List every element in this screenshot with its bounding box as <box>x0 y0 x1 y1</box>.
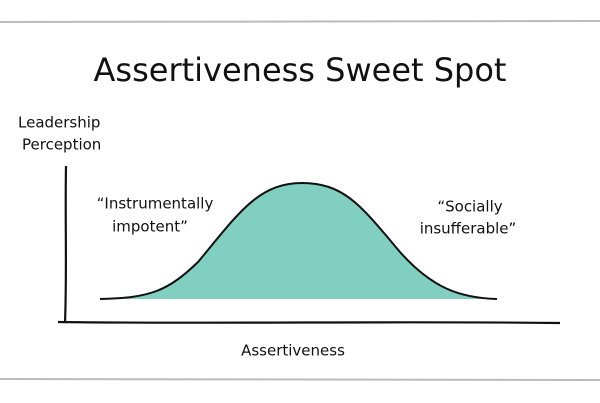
y-axis-label: Leadership <box>18 114 100 132</box>
annotation: “Socially <box>437 198 502 216</box>
x-axis-label: Assertiveness <box>241 342 345 360</box>
annotation: “Instrumentally <box>97 195 214 213</box>
curve-fill <box>100 183 497 299</box>
bottom-border <box>0 378 600 381</box>
title: Assertiveness Sweet Spot <box>94 51 507 89</box>
top-border <box>0 20 600 23</box>
x-axis <box>57 320 561 325</box>
annotation: insufferable” <box>420 220 517 238</box>
y-axis-label: Perception <box>22 136 101 154</box>
bell-curve <box>99 181 498 300</box>
annotation: impotent” <box>112 218 188 236</box>
y-axis <box>63 165 68 324</box>
